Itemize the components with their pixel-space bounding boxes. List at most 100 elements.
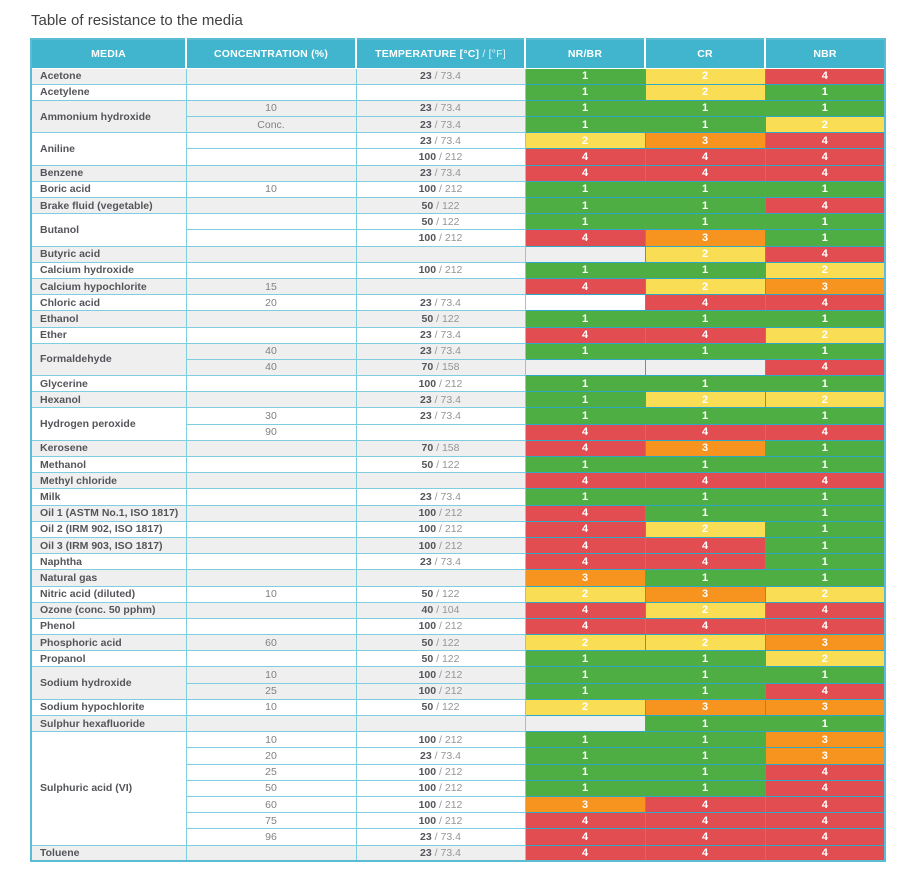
temperature-cell — [355, 423, 526, 441]
table-row: Sulphuric acid (VI) 10 100 / 212 1 1 3 — [30, 731, 886, 846]
concentration-cell — [185, 245, 357, 263]
rating-cell-nrbr: 1 — [524, 666, 646, 684]
rating-cell-nbr: 3 — [764, 731, 886, 749]
rating-cell-nbr: 1 — [764, 536, 886, 555]
concentration-cell: 25 — [185, 682, 357, 700]
concentration-cell — [185, 83, 357, 101]
rating-cell-nbr: 1 — [764, 83, 886, 101]
rating-cell-cr: 1 — [644, 310, 766, 328]
col-header-nrbr: NR/BR — [525, 39, 646, 69]
temperature-cell — [355, 714, 526, 733]
rating-cell-cr: 1 — [644, 569, 766, 587]
rating-cell-nrbr: 2 — [524, 132, 646, 150]
rating-cell-nrbr: 4 — [524, 229, 646, 247]
rating-cell-nrbr: 3 — [524, 795, 646, 814]
concentration-cell — [185, 164, 357, 182]
rating-cell-nbr: 4 — [764, 617, 886, 636]
concentration-cell — [185, 714, 357, 733]
concentration-cell — [185, 229, 357, 247]
media-cell: Hydrogen peroxide — [30, 407, 187, 441]
temperature-cell: 50 / 122 — [355, 196, 526, 215]
concentration-cell — [185, 553, 357, 571]
rating-cell-nbr: 1 — [764, 504, 886, 522]
rating-cell-cr: 1 — [644, 261, 766, 279]
concentration-cell — [185, 148, 357, 166]
col-header-cr: CR — [645, 39, 766, 69]
temperature-cell: 50 / 122 — [355, 585, 526, 603]
rating-cell-cr: 4 — [644, 795, 766, 814]
media-cell: Benzene — [30, 164, 187, 182]
rating-cell-nrbr: 1 — [524, 682, 646, 700]
table-row: Sodium hypochlorite 10 50 / 122 2 3 3 — [30, 698, 886, 717]
rating-cell-nbr: 1 — [764, 310, 886, 328]
rating-cell-nrbr: 1 — [524, 261, 646, 279]
concentration-cell: 25 — [185, 763, 357, 781]
rating-cell-cr: 3 — [644, 585, 766, 603]
media-cell: Natural gas — [30, 569, 187, 587]
rating-cell-cr: 2 — [644, 634, 766, 652]
temperature-cell: 23 / 73.4 — [355, 553, 526, 571]
temperature-cell: 23 / 73.4 — [355, 391, 526, 409]
temperature-cell: 23 / 73.4 — [355, 342, 526, 360]
rating-cell-cr: 2 — [644, 83, 766, 101]
rating-cell-nbr: 4 — [764, 294, 886, 312]
table-row: Aniline 23 / 73.4 2 3 4 — [30, 132, 886, 166]
rating-cell-nbr: 1 — [764, 342, 886, 360]
table-header: MEDIA CONCENTRATION (%) TEMPERATURE [°C]… — [31, 39, 885, 69]
media-cell: Phosphoric acid — [30, 634, 187, 652]
rating-cell-cr: 1 — [644, 196, 766, 215]
rating-cell-cr: 4 — [644, 844, 766, 862]
concentration-cell — [185, 261, 357, 279]
media-cell: Calcium hypochlorite — [30, 277, 187, 296]
rating-cell-nrbr: 1 — [524, 375, 646, 393]
temperature-cell — [355, 245, 526, 263]
col-header-nbr: NBR — [765, 39, 885, 69]
rating-cell-cr: 2 — [644, 277, 766, 296]
table-row: Glycerine 100 / 212 1 1 1 — [30, 375, 886, 393]
concentration-cell: 10 — [185, 585, 357, 603]
temperature-cell: 40 / 104 — [355, 601, 526, 619]
rating-cell-nrbr: 4 — [524, 601, 646, 619]
concentration-cell — [185, 472, 357, 490]
rating-cell-nbr: 1 — [764, 553, 886, 571]
rating-cell-nrbr: 1 — [524, 650, 646, 668]
table-row: 25 100 / 212 1 1 4 — [31, 763, 886, 781]
rating-cell-nrbr: 1 — [524, 83, 646, 101]
rating-cell-nrbr: 4 — [524, 472, 646, 490]
rating-cell-nrbr: 1 — [524, 99, 646, 118]
rating-cell-nbr: 4 — [764, 828, 886, 846]
concentration-cell: 40 — [185, 342, 357, 360]
concentration-cell: Conc. — [185, 116, 357, 134]
col-header-concentration: CONCENTRATION (%) — [186, 39, 357, 69]
rating-cell-nbr: 2 — [764, 650, 886, 668]
rating-cell-nbr: 4 — [764, 472, 886, 490]
concentration-cell: 10 — [185, 731, 357, 749]
rating-cell-cr: 2 — [644, 601, 766, 619]
temperature-cell — [355, 277, 526, 296]
rating-cell-nrbr: 1 — [524, 763, 646, 781]
concentration-cell: 20 — [185, 294, 357, 312]
rating-cell-nrbr: 1 — [524, 67, 646, 85]
concentration-cell — [185, 439, 357, 458]
rating-cell-cr: 2 — [644, 67, 766, 85]
concentration-cell: 30 — [185, 407, 357, 425]
temperature-cell — [355, 472, 526, 490]
concentration-cell: 60 — [185, 795, 357, 814]
rating-cell-cr: 2 — [644, 391, 766, 409]
rating-cell-nrbr: 1 — [524, 455, 646, 474]
temperature-cell: 23 / 73.4 — [355, 407, 526, 425]
table-row: Sulphur hexafluoride 1 1 — [30, 714, 886, 733]
media-cell: Butyric acid — [30, 245, 187, 263]
concentration-cell — [185, 326, 357, 344]
media-cell: Glycerine — [30, 375, 187, 393]
rating-cell-nrbr: 4 — [524, 828, 646, 846]
media-cell: Propanol — [30, 650, 187, 668]
rating-cell-nbr: 1 — [764, 229, 886, 247]
rating-cell-nrbr — [524, 358, 646, 377]
temperature-cell: 100 / 212 — [355, 180, 526, 199]
concentration-cell: 10 — [185, 666, 357, 684]
table-row: Calcium hypochlorite 15 4 2 3 — [30, 277, 886, 296]
rating-cell-nbr: 1 — [764, 455, 886, 474]
concentration-cell — [185, 310, 357, 328]
concentration-cell — [185, 67, 357, 85]
